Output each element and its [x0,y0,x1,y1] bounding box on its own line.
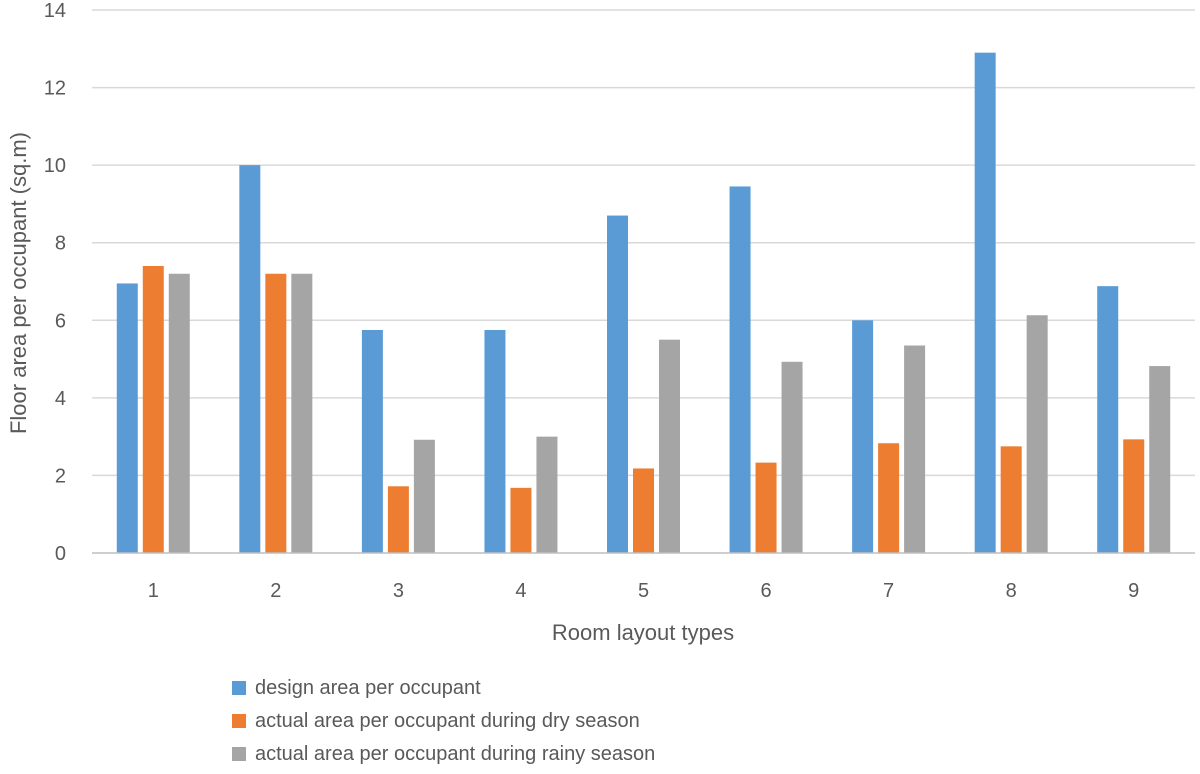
x-axis-title: Room layout types [552,620,734,645]
bar-1-7 [852,320,874,553]
y-tick-label: 4 [55,388,66,410]
y-axis-title: Floor area per occupant (sq.m) [6,132,31,434]
bar-1-8 [974,52,996,554]
legend-label: actual area per occupant during dry seas… [255,710,640,732]
bar-3-1 [168,273,190,553]
legend: design area per occupant actual area per … [232,677,655,765]
bar-1-3 [361,329,383,553]
legend-swatch [232,681,246,695]
y-tick-label: 6 [55,310,66,332]
bar-2-1 [142,265,164,553]
bars [116,52,1171,554]
x-tick-label: 2 [270,580,281,602]
bar-1-6 [729,186,751,553]
y-tick-label: 10 [44,155,66,177]
y-tick-label: 8 [55,233,66,255]
x-tick-label: 9 [1128,580,1139,602]
x-tick-label: 6 [760,580,771,602]
bar-3-9 [1149,366,1171,553]
x-axis-ticks: 1 2 3 4 5 6 7 8 9 [148,580,1140,602]
bar-2-7 [878,443,900,553]
bar-2-9 [1123,439,1145,553]
y-tick-label: 12 [44,78,66,100]
bar-2-5 [633,468,654,553]
bar-1-9 [1097,286,1119,553]
x-tick-label: 4 [515,580,526,602]
bar-1-4 [484,329,506,553]
y-tick-label: 14 [44,0,66,22]
bar-2-2 [265,273,287,553]
bar-3-7 [904,345,926,553]
y-tick-label: 0 [55,543,66,565]
legend-label: actual area per occupant during rainy se… [255,743,655,765]
bar-2-3 [387,486,409,553]
bar-3-4 [536,436,558,553]
bar-3-8 [1026,315,1048,553]
bar-3-2 [291,273,313,553]
bar-2-8 [1000,446,1022,553]
x-tick-label: 5 [638,580,649,602]
x-tick-label: 1 [148,580,159,602]
y-tick-label: 2 [55,465,66,487]
y-axis-ticks: 0 2 4 6 8 10 12 14 [44,0,66,565]
legend-swatch [232,714,246,728]
bar-3-3 [413,439,435,553]
bar-3-5 [659,339,680,553]
bar-2-4 [510,487,532,553]
x-tick-label: 8 [1006,580,1017,602]
bar-1-2 [239,165,261,553]
x-tick-label: 3 [393,580,404,602]
bar-1-1 [116,283,138,553]
bar-2-6 [755,462,777,553]
x-tick-label: 7 [883,580,894,602]
legend-swatch [232,747,246,761]
bar-3-6 [781,361,803,553]
legend-label: design area per occupant [255,677,481,699]
bar-1-5 [607,215,628,554]
